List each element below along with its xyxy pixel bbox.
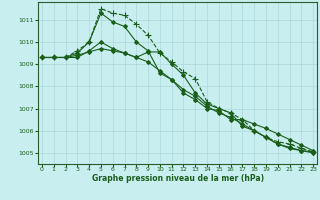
X-axis label: Graphe pression niveau de la mer (hPa): Graphe pression niveau de la mer (hPa) xyxy=(92,174,264,183)
